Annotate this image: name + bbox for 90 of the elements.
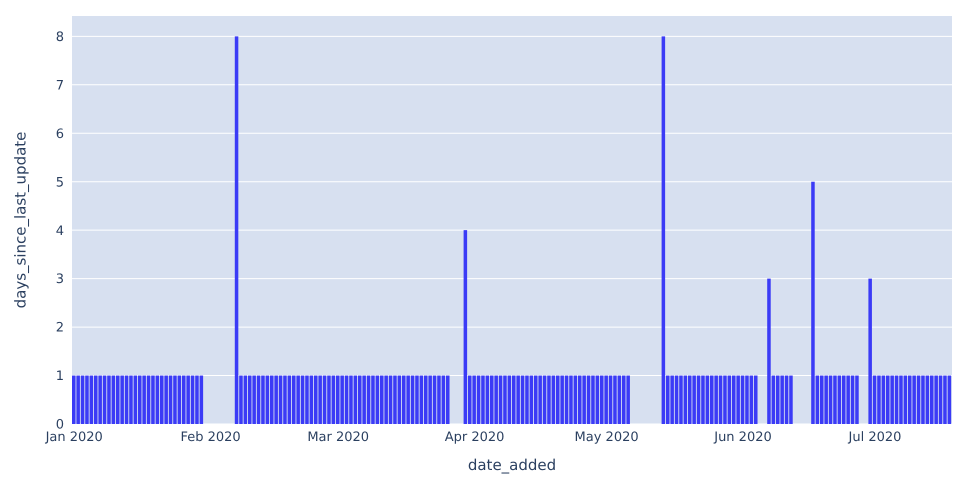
bar bbox=[85, 376, 89, 424]
x-tick-label: May 2020 bbox=[574, 430, 639, 446]
bar bbox=[723, 376, 727, 424]
bar bbox=[608, 376, 612, 424]
bar bbox=[146, 376, 150, 424]
bar bbox=[173, 376, 177, 424]
bar bbox=[789, 376, 793, 424]
bar bbox=[938, 376, 942, 424]
bar bbox=[740, 376, 744, 424]
bar bbox=[481, 376, 485, 424]
bar bbox=[305, 376, 309, 424]
bar bbox=[745, 376, 749, 424]
bar bbox=[234, 36, 238, 424]
bar bbox=[894, 376, 898, 424]
bar bbox=[626, 376, 630, 424]
bar bbox=[877, 376, 881, 424]
bar bbox=[569, 376, 573, 424]
bar bbox=[520, 376, 524, 424]
bar bbox=[833, 376, 837, 424]
bar bbox=[586, 376, 590, 424]
bar bbox=[151, 376, 155, 424]
bar bbox=[300, 376, 304, 424]
bar bbox=[349, 376, 353, 424]
bar bbox=[437, 376, 441, 424]
bar bbox=[256, 376, 260, 424]
bar bbox=[415, 376, 419, 424]
y-tick-label: 1 bbox=[56, 369, 64, 384]
bar bbox=[564, 376, 568, 424]
bar bbox=[371, 376, 375, 424]
bar bbox=[327, 376, 331, 424]
bar bbox=[393, 376, 397, 424]
bar bbox=[662, 36, 666, 424]
bar bbox=[102, 376, 106, 424]
bar bbox=[80, 376, 84, 424]
bar bbox=[322, 376, 326, 424]
bar bbox=[696, 376, 700, 424]
y-tick-label: 5 bbox=[56, 175, 64, 190]
bar bbox=[124, 376, 128, 424]
bar bbox=[701, 376, 705, 424]
bar bbox=[107, 376, 111, 424]
bar bbox=[278, 376, 282, 424]
bar bbox=[679, 376, 683, 424]
bar bbox=[344, 376, 348, 424]
y-tick-label: 7 bbox=[56, 78, 64, 94]
bar bbox=[916, 376, 920, 424]
bar bbox=[613, 376, 617, 424]
bar bbox=[525, 376, 529, 424]
y-tick-label: 4 bbox=[56, 224, 64, 239]
bar bbox=[850, 376, 854, 424]
y-tick-label: 8 bbox=[56, 30, 64, 45]
bar bbox=[283, 376, 287, 424]
bar bbox=[168, 376, 172, 424]
x-axis-title: date_added bbox=[468, 456, 556, 474]
bar bbox=[195, 376, 199, 424]
bar bbox=[476, 376, 480, 424]
bar bbox=[828, 376, 832, 424]
y-tick-label: 0 bbox=[56, 418, 64, 433]
bar bbox=[899, 376, 903, 424]
bar bbox=[943, 376, 947, 424]
y-tick-label: 3 bbox=[56, 272, 64, 288]
x-tick-label: Jan 2020 bbox=[44, 430, 103, 446]
bar bbox=[542, 376, 546, 424]
bar bbox=[498, 376, 502, 424]
bar bbox=[129, 376, 133, 424]
bar bbox=[921, 376, 925, 424]
x-tick-label: Apr 2020 bbox=[444, 430, 504, 446]
x-tick-label: Feb 2020 bbox=[180, 430, 241, 446]
bar bbox=[410, 376, 414, 424]
bar bbox=[72, 376, 76, 424]
bar bbox=[811, 182, 815, 424]
bar bbox=[855, 376, 859, 424]
bar bbox=[547, 376, 551, 424]
bar bbox=[388, 376, 392, 424]
bar bbox=[190, 376, 194, 424]
bar bbox=[261, 376, 265, 424]
x-tick-label: Mar 2020 bbox=[307, 430, 370, 446]
x-tick-label: Jul 2020 bbox=[848, 430, 902, 446]
bar bbox=[503, 376, 507, 424]
y-axis-title: days_since_last_update bbox=[11, 132, 30, 308]
y-tick-label: 6 bbox=[56, 126, 64, 142]
bar bbox=[767, 278, 771, 424]
bar bbox=[591, 376, 595, 424]
x-tick-label: Jun 2020 bbox=[713, 430, 772, 446]
bar bbox=[432, 376, 436, 424]
bar bbox=[366, 376, 370, 424]
y-tick-label: 2 bbox=[56, 320, 64, 336]
bar bbox=[674, 376, 678, 424]
bar bbox=[718, 376, 722, 424]
bar bbox=[464, 230, 468, 424]
bar bbox=[784, 376, 788, 424]
